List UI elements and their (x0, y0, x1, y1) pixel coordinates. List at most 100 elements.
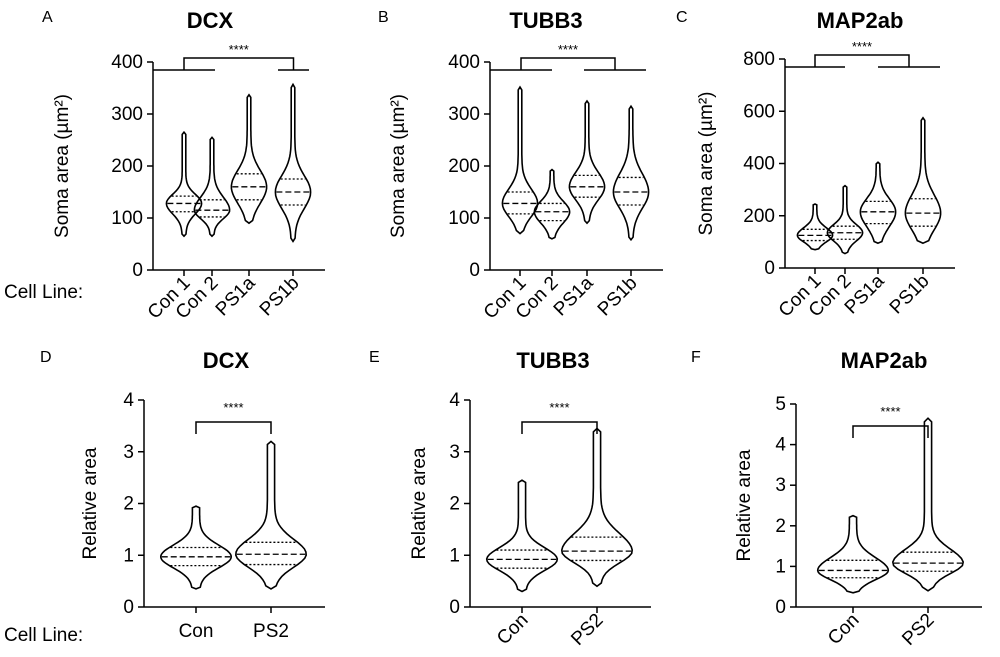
y-tick-label: 0 (775, 597, 786, 618)
x-category-label: PS1a (841, 270, 889, 318)
violin-con (485, 479, 559, 593)
y-tick-label: 0 (449, 597, 460, 618)
y-tick-label: 2 (123, 494, 134, 515)
violin-ps2 (234, 440, 308, 590)
y-tick-label: 200 (111, 156, 143, 177)
violin-ps1b (612, 104, 650, 242)
violin-ps1a (230, 93, 268, 225)
y-tick-label: 1 (123, 545, 134, 566)
y-tick-label: 0 (132, 260, 143, 281)
significance-label: **** (852, 39, 872, 54)
panel-d: D DCX 0 1 2 3 4 Relative area Con PS2 **** (40, 348, 325, 642)
significance-bracket (521, 421, 598, 434)
chart-title: DCX (203, 348, 250, 373)
violin-con (159, 505, 233, 590)
y-tick-label: 400 (111, 52, 143, 73)
y-tick-label: 3 (449, 442, 460, 463)
violin-con-1 (165, 130, 203, 238)
panel-letter: A (42, 9, 53, 26)
chart-title: MAP2ab (841, 348, 928, 373)
significance-bracket (520, 57, 616, 70)
x-category-label: PS1b (594, 273, 642, 321)
y-tick-label: 800 (743, 49, 775, 70)
x-category-label: PS1b (256, 273, 304, 321)
significance-label: **** (229, 42, 249, 57)
significance-label: **** (549, 400, 569, 415)
panel-letter: B (378, 9, 389, 26)
y-tick-label: 1 (449, 545, 460, 566)
y-tick-label: 3 (775, 475, 786, 496)
y-tick-label: 0 (123, 597, 134, 618)
x-category-label: PS1a (550, 272, 598, 320)
panel-e: E TUBB3 0 1 2 3 4 Relative area Con PS2 **** (369, 348, 651, 650)
chart-title: MAP2ab (817, 8, 904, 33)
y-tick-label: 4 (123, 390, 134, 411)
y-tick-label: 1 (775, 556, 786, 577)
y-axis-label: Soma area (µm²) (696, 92, 717, 236)
chart-title: TUBB3 (516, 348, 589, 373)
panel-letter: F (691, 349, 701, 366)
chart-title: TUBB3 (509, 8, 582, 33)
significance-bracket (195, 421, 272, 434)
violin-ps2 (560, 427, 634, 588)
y-tick-label: 4 (775, 435, 786, 456)
violin-con-1 (501, 85, 539, 235)
y-axis-label: Soma area (µm²) (52, 94, 73, 238)
significance-bracket (852, 425, 929, 438)
violin-con-2 (193, 136, 231, 238)
violin-ps2 (891, 417, 965, 592)
y-tick-label: 4 (449, 390, 460, 411)
y-tick-label: 400 (448, 52, 480, 73)
panel-f: F MAP2ab 0 1 2 3 4 5 Relative area Con PS2 **** (691, 348, 982, 650)
y-tick-label: 300 (448, 104, 480, 125)
significance-label: **** (558, 42, 578, 57)
violin-con-2 (826, 184, 864, 255)
x-category-label: Con (824, 610, 863, 649)
y-tick-label: 600 (743, 101, 775, 122)
violin-ps1a (568, 99, 606, 225)
y-axis-label: Relative area (734, 449, 755, 561)
cell-line-label-top: Cell Line: (4, 282, 83, 303)
violin-ps1b (904, 116, 942, 245)
violin-con (816, 514, 890, 594)
y-axis-label: Relative area (409, 447, 430, 559)
x-category-label: Con (179, 621, 214, 642)
chart-title: DCX (187, 8, 234, 33)
x-category-label: PS2 (253, 621, 289, 642)
y-tick-label: 2 (775, 516, 786, 537)
violin-con-2 (533, 168, 571, 240)
y-tick-label: 200 (448, 156, 480, 177)
y-tick-label: 0 (469, 260, 480, 281)
panel-letter: C (676, 9, 688, 26)
significance-label: **** (880, 404, 900, 419)
panel-letter: D (40, 349, 52, 366)
significance-label: **** (223, 400, 243, 415)
x-category-label: PS2 (898, 610, 938, 650)
x-category-label: PS1a (212, 272, 260, 320)
x-category-label: Con (493, 610, 532, 649)
y-tick-label: 400 (743, 154, 775, 175)
significance-bracket (814, 54, 910, 67)
y-tick-label: 300 (111, 104, 143, 125)
y-tick-label: 2 (449, 494, 460, 515)
y-tick-label: 0 (764, 258, 775, 279)
significance-bracket (183, 57, 295, 70)
y-axis-label: Soma area (µm²) (388, 94, 409, 238)
violin-con-1 (796, 203, 834, 251)
y-tick-label: 100 (448, 208, 480, 229)
y-tick-label: 100 (111, 208, 143, 229)
violin-ps1a (859, 161, 897, 245)
x-category-label: PS1b (886, 271, 934, 319)
violin-ps1b (274, 82, 312, 243)
y-tick-label: 5 (775, 394, 786, 415)
x-category-label: PS2 (567, 610, 607, 650)
y-tick-label: 3 (123, 442, 134, 463)
cell-line-label-bottom: Cell Line: (4, 625, 83, 646)
panel-letter: E (369, 349, 380, 366)
y-tick-label: 200 (743, 206, 775, 227)
y-axis-label: Relative area (80, 447, 101, 559)
